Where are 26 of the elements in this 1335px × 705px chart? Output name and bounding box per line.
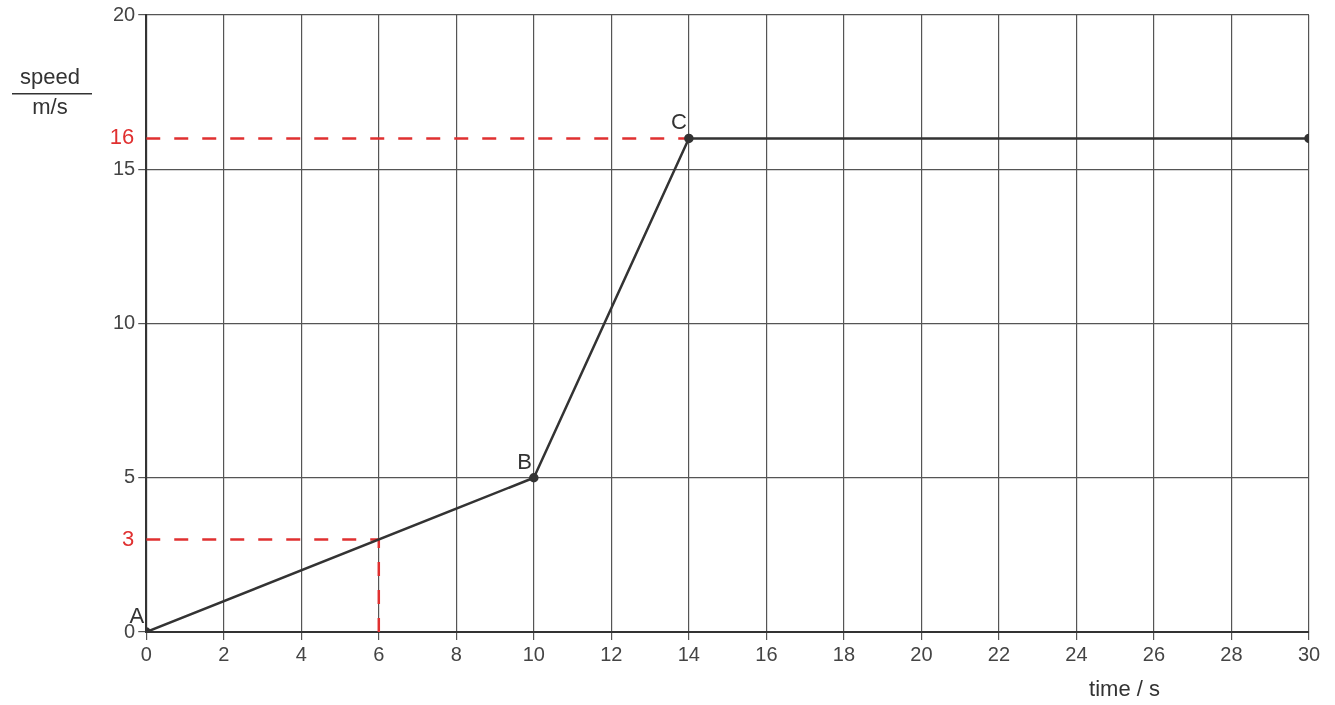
x-tick-label: 0 <box>140 642 152 665</box>
x-tick-label: 30 <box>1297 642 1321 665</box>
x-tick-label: 18 <box>832 642 856 665</box>
y-axis-title: speed m/s <box>20 64 80 120</box>
x-tick-label: 20 <box>910 642 933 665</box>
annotation: 16 <box>109 124 135 150</box>
x-tick-label: 16 <box>755 642 778 665</box>
x-tick-label: 24 <box>1065 642 1088 665</box>
y-tick-label: 5 <box>124 465 136 488</box>
x-tick-label: 10 <box>522 642 545 665</box>
x-tick-label: 6 <box>373 642 385 665</box>
x-tick-label: 26 <box>1142 642 1166 665</box>
y-tick-label: 15 <box>113 156 136 179</box>
y-tick-label: 10 <box>113 311 136 334</box>
x-tick-label: 14 <box>677 642 700 665</box>
x-tick-label: 12 <box>600 642 623 665</box>
y-tick-label: 20 <box>113 2 136 25</box>
x-tick-label: 28 <box>1220 642 1243 665</box>
annotation: C <box>670 109 687 135</box>
x-axis-title: time / s <box>1089 676 1160 702</box>
annotation: 3 <box>122 525 135 551</box>
annotation: B <box>517 448 532 474</box>
x-tick-label: 4 <box>295 642 307 665</box>
x-tick-label: 22 <box>987 642 1011 665</box>
x-tick-label: 8 <box>450 642 462 665</box>
x-tick-label: 2 <box>218 642 230 665</box>
